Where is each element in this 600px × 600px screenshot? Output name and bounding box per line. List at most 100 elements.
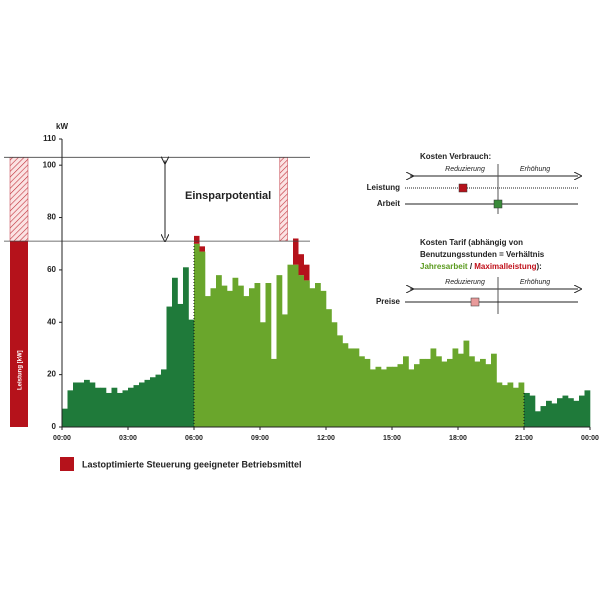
step-bar bbox=[397, 364, 404, 427]
step-bar bbox=[315, 283, 321, 427]
step-bar bbox=[221, 285, 228, 427]
left-bar bbox=[10, 241, 28, 427]
step-bar bbox=[359, 356, 365, 427]
step-bar bbox=[298, 275, 305, 427]
step-bar bbox=[551, 403, 558, 427]
step-bar bbox=[430, 348, 437, 427]
step-bar bbox=[381, 369, 387, 427]
step-bar bbox=[67, 390, 74, 427]
step-bar bbox=[265, 283, 272, 427]
annotation: Einsparpotential bbox=[185, 190, 271, 202]
step-bar bbox=[73, 382, 79, 427]
step-bar bbox=[331, 322, 338, 427]
y-tick-label: 80 bbox=[47, 213, 56, 222]
step-bar bbox=[403, 356, 409, 427]
inset-title: Maximalleistung bbox=[474, 262, 536, 271]
step-bar bbox=[210, 288, 217, 427]
step-bar bbox=[573, 400, 580, 427]
step-bar bbox=[271, 358, 277, 427]
step-bar bbox=[304, 280, 310, 427]
row-label: Leistung bbox=[367, 183, 400, 192]
step-bar bbox=[518, 382, 525, 427]
step-bar bbox=[513, 387, 519, 427]
y-tick-label: 40 bbox=[47, 317, 56, 326]
step-bar bbox=[89, 382, 96, 427]
step-bar bbox=[568, 398, 574, 427]
inset-title: Benutzungsstunden = Verhältnis bbox=[420, 250, 545, 259]
step-bar bbox=[562, 395, 569, 427]
step-bar bbox=[540, 406, 547, 427]
step-bar bbox=[408, 369, 415, 427]
marker bbox=[458, 183, 468, 193]
step-bar bbox=[485, 364, 492, 427]
step-bar bbox=[447, 358, 453, 427]
step-bar bbox=[557, 398, 563, 427]
hatch bbox=[279, 157, 288, 242]
step-bar bbox=[128, 387, 134, 427]
step-bar bbox=[309, 288, 316, 427]
inset-title: Jahresarbeit bbox=[420, 262, 468, 271]
inset-title: ): bbox=[537, 262, 542, 271]
step-bar bbox=[441, 361, 448, 427]
left-hatch bbox=[9, 157, 29, 242]
step-bar bbox=[188, 319, 195, 427]
y-tick-label: 60 bbox=[47, 265, 56, 274]
step-bar bbox=[133, 385, 140, 427]
label: Erhöhung bbox=[520, 279, 550, 286]
step-bar bbox=[161, 369, 167, 427]
step-bar bbox=[496, 382, 503, 427]
step-bar bbox=[293, 264, 299, 427]
step-bar bbox=[392, 366, 398, 427]
step-bar bbox=[282, 314, 288, 427]
y-tick-label: 110 bbox=[43, 134, 56, 143]
step-bar bbox=[117, 392, 123, 427]
label: Reduzierung bbox=[445, 166, 485, 173]
x-tick-label: 12:00 bbox=[317, 435, 335, 442]
step-bar bbox=[375, 366, 382, 427]
step-bar bbox=[238, 285, 244, 427]
step-bar bbox=[458, 353, 464, 427]
step-bar bbox=[84, 379, 90, 427]
step-bar bbox=[337, 335, 343, 427]
step-bar bbox=[232, 277, 239, 427]
y-tick-label: 100 bbox=[43, 160, 57, 169]
inset-title: Jahresarbeit / Maximalleistung): bbox=[420, 262, 542, 271]
step-bar bbox=[436, 356, 442, 427]
step-bar bbox=[287, 264, 294, 427]
x-tick-label: 21:00 bbox=[515, 435, 533, 442]
step-bar bbox=[111, 387, 118, 427]
reduction-bar bbox=[194, 235, 200, 244]
step-bar bbox=[166, 306, 173, 427]
step-bar bbox=[353, 348, 360, 427]
step-bar bbox=[122, 390, 129, 427]
legend-swatch bbox=[60, 457, 74, 471]
step-bar bbox=[342, 343, 349, 427]
step-bar bbox=[243, 296, 250, 427]
step-bar bbox=[150, 377, 156, 427]
step-bar bbox=[276, 275, 283, 427]
reduction-bar bbox=[199, 246, 205, 252]
step-bar bbox=[463, 340, 470, 427]
y-axis-label: kW bbox=[56, 122, 68, 131]
y-tick-label: 20 bbox=[47, 370, 56, 379]
step-bar bbox=[579, 395, 585, 427]
x-tick-label: 15:00 bbox=[383, 435, 401, 442]
step-bar bbox=[172, 277, 178, 427]
step-bar bbox=[469, 356, 475, 427]
step-bar bbox=[144, 379, 151, 427]
step-bar bbox=[502, 385, 508, 427]
step-bar bbox=[205, 296, 211, 427]
step-bar bbox=[425, 358, 431, 427]
step-bar bbox=[78, 382, 85, 427]
step-bar bbox=[529, 395, 536, 427]
step-bar bbox=[414, 364, 420, 427]
step-bar bbox=[386, 366, 393, 427]
marker bbox=[493, 199, 503, 209]
side-label: Leistung [kW] bbox=[18, 350, 24, 390]
step-bar bbox=[480, 358, 486, 427]
step-bar bbox=[584, 390, 591, 427]
step-bar bbox=[183, 267, 189, 427]
x-tick-label: 18:00 bbox=[449, 435, 467, 442]
step-bar bbox=[326, 309, 332, 427]
step-bar bbox=[155, 374, 162, 427]
